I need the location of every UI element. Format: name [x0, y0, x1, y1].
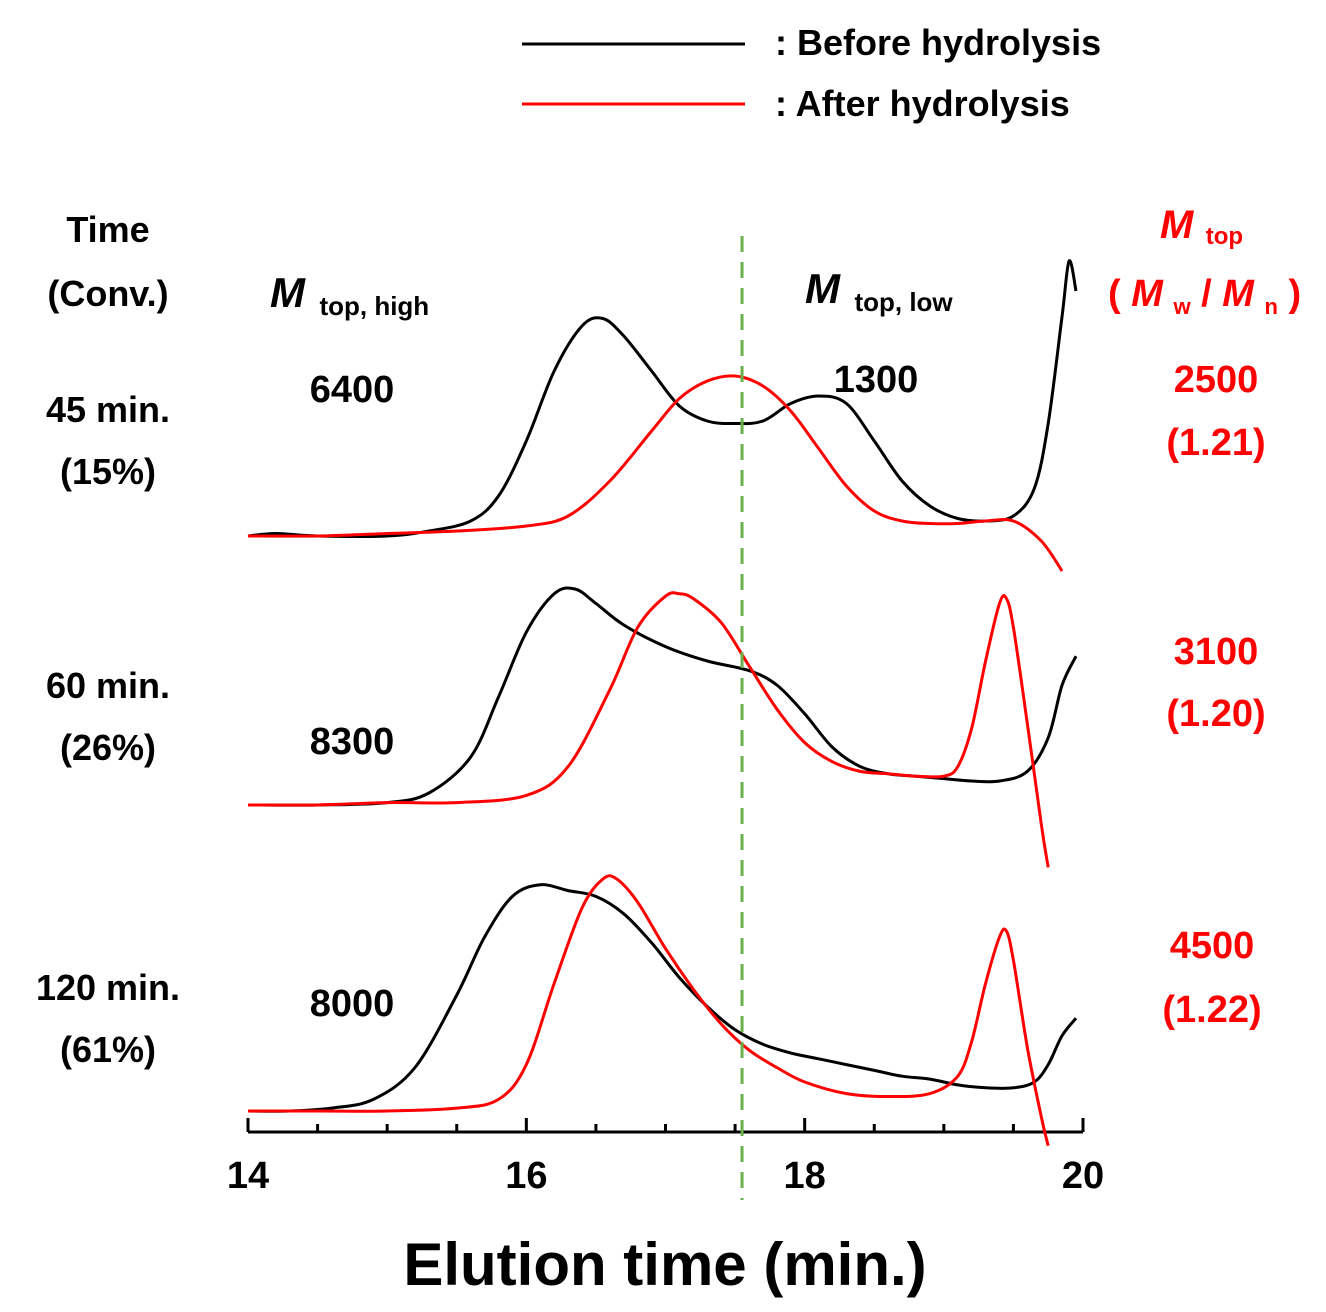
header-mtop-high-main: M — [270, 269, 306, 316]
series-line-panel-2-after — [247, 591, 1050, 868]
header-dispersity-mn: M — [1222, 273, 1255, 315]
header-mtop-after-sub: top — [1206, 223, 1243, 250]
panel-mtop-high: 6400 — [310, 369, 395, 411]
x-tick-label: 16 — [505, 1155, 547, 1197]
panel-time: 60 min. — [46, 665, 170, 706]
panel-dispersity: (1.22) — [1162, 989, 1261, 1031]
header-dispersity-mn-sub: n — [1264, 294, 1277, 319]
panel-time: 45 min. — [46, 389, 170, 430]
panel-mtop-after: 3100 — [1174, 631, 1259, 673]
series-line-panel-1-after — [247, 374, 1064, 572]
panel-mtop-after: 2500 — [1174, 359, 1259, 401]
x-axis: 14 16 18 20 Elution time (min.) — [227, 1118, 1104, 1298]
column-headers: Time (Conv.) M top, high M top, low M to… — [47, 203, 1301, 323]
panel-dispersity: (1.20) — [1166, 693, 1265, 735]
panel-mtop-low: 1300 — [834, 359, 919, 401]
panel-labels-3: 120 min. (61%) 8000 4500 (1.22) — [36, 925, 1262, 1070]
panel-conv: (15%) — [60, 451, 156, 492]
header-mtop-after-main: M — [1160, 203, 1195, 247]
panel-mtop-after: 4500 — [1170, 925, 1255, 967]
panel-labels-1: 45 min. (15%) 6400 1300 2500 (1.21) — [46, 359, 1266, 492]
series-line-panel-2-before — [247, 586, 1078, 807]
curves — [247, 259, 1078, 1147]
panel-mtop-high: 8300 — [310, 721, 395, 763]
legend: : Before hydrolysis : After hydrolysis — [522, 22, 1101, 124]
x-tick-label: 18 — [784, 1155, 826, 1197]
header-dispersity-slash: / — [1201, 273, 1222, 315]
header-mtop-low: M top, low — [805, 265, 953, 317]
x-tick-label: 20 — [1062, 1155, 1104, 1197]
series-line-panel-3-after — [248, 874, 1050, 1147]
header-mtop-after: M top — [1160, 203, 1243, 250]
x-tick-label: 14 — [227, 1155, 269, 1197]
header-mtop-high: M top, high — [270, 269, 429, 321]
header-dispersity-mw: M — [1131, 273, 1164, 315]
panel-mtop-high: 8000 — [310, 983, 395, 1025]
x-axis-title: Elution time (min.) — [403, 1231, 926, 1298]
panel-dispersity: (1.21) — [1166, 422, 1265, 464]
legend-label-after: : After hydrolysis — [775, 83, 1070, 124]
header-mtop-low-sub: top, low — [854, 287, 953, 317]
header-conv: (Conv.) — [47, 273, 168, 314]
panel-conv: (26%) — [60, 727, 156, 768]
panel-labels-2: 60 min. (26%) 8300 3100 (1.20) — [46, 631, 1266, 768]
header-dispersity: ( M w / M n ) — [1108, 273, 1301, 323]
series-line-panel-1-before — [247, 259, 1078, 538]
header-dispersity-mw-sub: w — [1172, 294, 1191, 319]
x-ticks: 14 16 18 20 — [227, 1118, 1104, 1197]
header-mtop-low-main: M — [805, 265, 841, 312]
header-time: Time — [66, 209, 149, 250]
series-line-panel-3-before — [247, 883, 1078, 1113]
header-mtop-high-sub: top, high — [319, 291, 429, 321]
legend-label-before: : Before hydrolysis — [775, 22, 1101, 63]
header-dispersity-close: ) — [1288, 273, 1301, 315]
panel-conv: (61%) — [60, 1029, 156, 1070]
header-dispersity-open: ( — [1108, 273, 1121, 315]
panel-time: 120 min. — [36, 967, 180, 1008]
